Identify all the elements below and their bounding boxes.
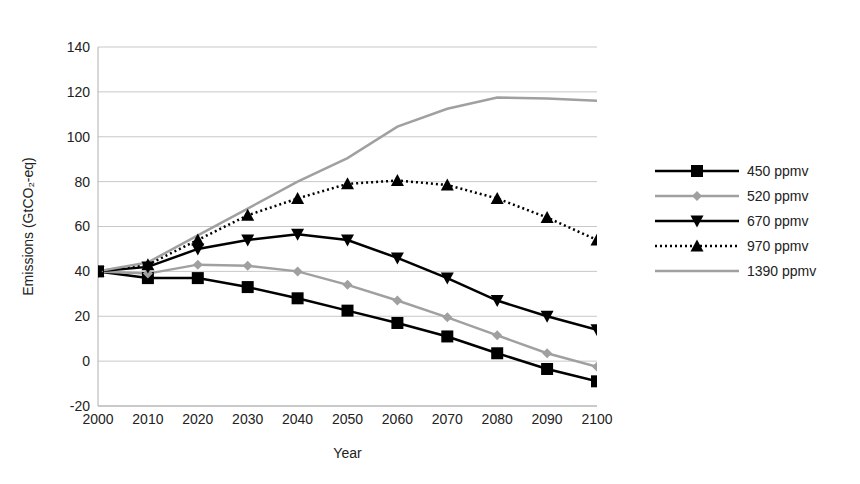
svg-text:100: 100 <box>67 129 91 145</box>
svg-text:2050: 2050 <box>332 411 363 427</box>
svg-text:2100: 2100 <box>581 411 612 427</box>
svg-text:2060: 2060 <box>382 411 413 427</box>
svg-text:140: 140 <box>67 39 91 55</box>
svg-text:2080: 2080 <box>482 411 513 427</box>
svg-text:80: 80 <box>74 174 90 190</box>
svg-text:Year: Year <box>333 445 362 461</box>
svg-text:2000: 2000 <box>82 410 114 427</box>
svg-text:2090: 2090 <box>532 411 563 427</box>
svg-text:Emissions (GtCO₂-eq): Emissions (GtCO₂-eq) <box>20 157 36 295</box>
svg-text:2040: 2040 <box>282 411 313 427</box>
svg-text:20: 20 <box>74 308 90 324</box>
svg-text:2010: 2010 <box>132 411 163 427</box>
html-text:450 ppmv: 450 ppmv <box>747 162 809 179</box>
svg-text:60: 60 <box>74 218 90 234</box>
html-text:670 ppmv: 670 ppmv <box>747 212 809 229</box>
svg-text:0: 0 <box>82 353 90 369</box>
html-text:1390 ppmv: 1390 ppmv <box>747 262 817 279</box>
html-text:970 ppmv: 970 ppmv <box>747 237 809 254</box>
html-text:520 ppmv: 520 ppmv <box>747 187 809 204</box>
svg-text:120: 120 <box>67 84 91 100</box>
svg-text:2070: 2070 <box>432 411 463 427</box>
svg-text:2020: 2020 <box>182 411 213 427</box>
svg-text:40: 40 <box>74 263 90 279</box>
svg-text:2030: 2030 <box>232 411 263 427</box>
svg-text:-20: -20 <box>70 398 90 414</box>
